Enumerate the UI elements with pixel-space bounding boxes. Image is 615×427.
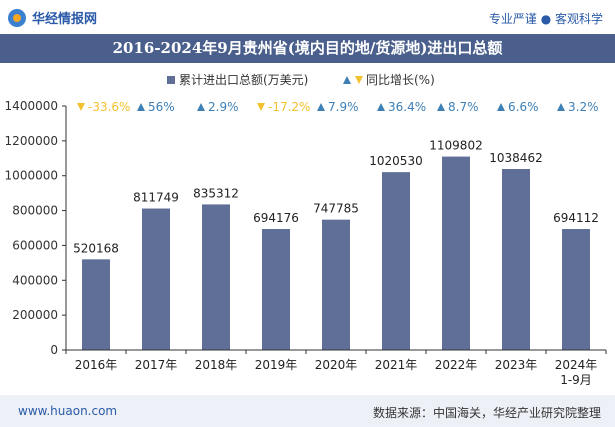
growth-up-icon	[497, 103, 505, 111]
y-tick-label: 0	[50, 343, 58, 357]
bar-value-label: 1038462	[489, 151, 542, 165]
bar	[322, 219, 350, 350]
top-bar: 华经情报网 专业严谨 ● 客观科学	[0, 0, 615, 34]
footer: www.huaon.com 数据来源：中国海关，华经产业研究院整理	[0, 395, 615, 427]
legend-label-series: 累计进出口总额(万美元)	[179, 73, 308, 87]
growth-label: -17.2%	[268, 100, 310, 114]
legend-triangle-down-icon	[355, 76, 363, 84]
bar-value-label: 1020530	[369, 154, 422, 168]
growth-up-icon	[197, 103, 205, 111]
growth-up-icon	[377, 103, 385, 111]
bar-value-label: 835312	[193, 186, 239, 200]
logo-text: 华经情报网	[32, 12, 98, 27]
x-tick-label: 2022年	[435, 358, 478, 372]
y-tick-label: 800000	[12, 204, 58, 218]
growth-labels: -33.6% 56% 2.9% -17.2% 7.9% 36.4% 8.7% 6.6% 3.2%	[77, 100, 599, 114]
growth-down-icon	[77, 103, 85, 111]
growth-up-icon	[557, 103, 565, 111]
bar	[562, 229, 590, 350]
legend-swatch-bar	[167, 76, 175, 84]
x-tick-label: 2024年 1-9月	[555, 358, 598, 387]
growth-label: 56%	[148, 100, 175, 114]
footer-source: 数据来源：中国海关，华经产业研究院整理	[372, 406, 601, 420]
growth-label: 6.6%	[508, 100, 539, 114]
x-tick-label: 2020年	[315, 358, 358, 372]
bars: 520168 811749 835312 694176 747785 1020530 110…	[73, 139, 599, 350]
bar	[442, 156, 470, 350]
y-tick-label: 200000	[12, 308, 58, 322]
growth-up-icon	[317, 103, 325, 111]
bar	[382, 172, 410, 350]
x-tick-label: 2018年	[195, 358, 238, 372]
bar-value-label: 694112	[553, 211, 599, 225]
bar-value-label: 694176	[253, 211, 299, 225]
bar	[202, 204, 230, 350]
growth-label: 2.9%	[208, 100, 239, 114]
bar	[502, 169, 530, 350]
growth-label: 8.7%	[448, 100, 479, 114]
y-tick-label: 600000	[12, 238, 58, 252]
footer-site-link[interactable]: www.huaon.com	[18, 404, 118, 418]
logo-icon	[8, 8, 26, 27]
x-tick-label: 2016年	[75, 358, 118, 372]
bar	[142, 208, 170, 350]
brand-logo[interactable]: 华经情报网	[8, 8, 97, 27]
growth-label: -33.6%	[88, 100, 130, 114]
x-tick-label: 2017年	[135, 358, 178, 372]
y-tick-label: 1000000	[5, 169, 58, 183]
bar-chart: 累计进出口总额(万美元) 同比增长(%) 0 200000 400000 600000…	[5, 73, 607, 387]
growth-label: 7.9%	[328, 100, 359, 114]
growth-label: 36.4%	[388, 100, 426, 114]
growth-down-icon	[257, 103, 265, 111]
bar-value-label: 811749	[133, 191, 179, 205]
bar	[262, 229, 290, 350]
legend: 累计进出口总额(万美元) 同比增长(%)	[167, 73, 435, 87]
chart-title: 2016-2024年9月贵州省(境内目的地/货源地)进出口总额	[0, 34, 615, 63]
bar-value-label: 747785	[313, 202, 359, 216]
x-tick-label: 2021年	[375, 358, 418, 372]
y-tick-label: 1400000	[5, 99, 58, 113]
y-tick-label: 400000	[12, 273, 58, 287]
y-axis: 0 200000 400000 600000 800000 1000000 1200000 1…	[5, 99, 67, 357]
bar	[82, 259, 110, 350]
growth-up-icon	[437, 103, 445, 111]
bar-value-label: 520168	[73, 241, 119, 255]
x-axis: 2016年 2017年 2018年 2019年 2020年 2021年 2022年 2023年…	[65, 349, 607, 387]
legend-label-growth: 同比增长(%)	[366, 73, 435, 87]
x-tick-label: 2023年	[495, 358, 538, 372]
growth-label: 3.2%	[568, 100, 599, 114]
tagline: 专业严谨 ● 客观科学	[488, 12, 603, 26]
x-tick-label: 2019年	[255, 358, 298, 372]
bar-value-label: 1109802	[429, 139, 482, 153]
growth-up-icon	[137, 103, 145, 111]
y-tick-label: 1200000	[5, 134, 58, 148]
legend-triangle-up-icon	[343, 76, 351, 84]
